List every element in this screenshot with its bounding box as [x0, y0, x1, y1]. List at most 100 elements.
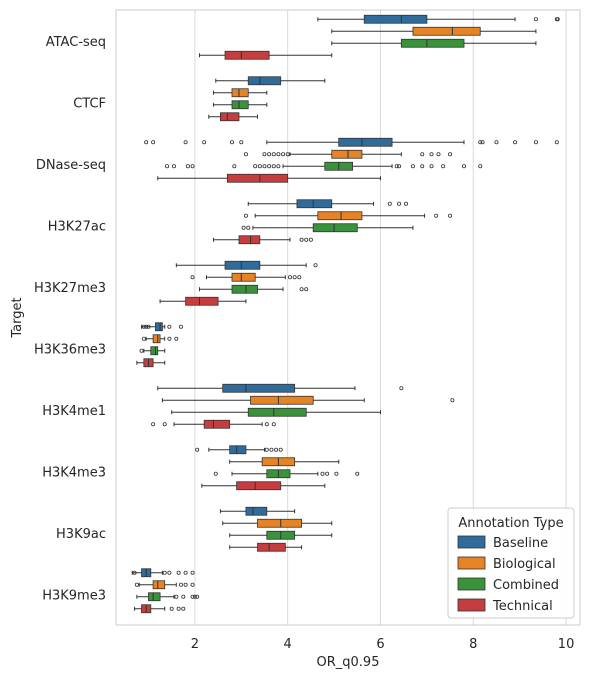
flier-point: [308, 237, 313, 242]
flier-point: [195, 594, 200, 599]
flier-point: [229, 140, 234, 145]
box-iqr: [236, 481, 282, 491]
y-tick-label: CTCF: [73, 96, 106, 111]
flier-point: [325, 471, 330, 476]
flier-point: [271, 164, 276, 169]
x-tick-label: 10: [558, 637, 575, 652]
box-technical: [208, 112, 259, 122]
flier-point: [190, 582, 195, 587]
flier-point: [480, 140, 485, 145]
flier-point: [394, 164, 399, 169]
flier-point: [269, 447, 274, 452]
flier-point: [167, 570, 172, 575]
box-iqr: [250, 395, 314, 405]
flier-point: [243, 213, 248, 218]
flier-point: [264, 447, 269, 452]
x-tick-label: 4: [284, 637, 292, 652]
flier-point: [183, 140, 188, 145]
box-baseline: [317, 14, 560, 24]
box-technical: [134, 604, 186, 614]
box-baseline: [157, 383, 404, 393]
box-iqr: [231, 88, 249, 98]
flier-point: [141, 336, 146, 341]
box-iqr: [231, 100, 249, 110]
flier-point: [399, 386, 404, 391]
flier-point: [276, 164, 281, 169]
box-biological: [212, 88, 268, 98]
flier-point: [262, 152, 267, 157]
y-axis-title: Target: [10, 297, 25, 338]
flier-point: [178, 324, 183, 329]
box-biological: [141, 334, 179, 344]
box-iqr: [152, 334, 161, 344]
box-combined: [199, 284, 309, 294]
flier-point: [246, 225, 251, 230]
legend-label: Technical: [492, 599, 553, 614]
y-tick-label: H3K27me3: [34, 281, 106, 296]
box-combined: [139, 346, 166, 356]
box-biological: [134, 580, 195, 590]
box-iqr: [222, 383, 296, 393]
flier-point: [144, 140, 149, 145]
flier-point: [271, 422, 276, 427]
legend-label: Baseline: [493, 536, 548, 551]
flier-point: [183, 582, 188, 587]
flier-point: [281, 152, 286, 157]
flier-point: [167, 336, 172, 341]
flier-point: [162, 570, 167, 575]
box-iqr: [331, 149, 363, 159]
box-iqr: [257, 518, 302, 528]
flier-point: [450, 398, 455, 403]
box-combined: [136, 592, 200, 602]
flier-point: [181, 606, 186, 611]
flier-point: [257, 164, 262, 169]
flier-point: [151, 140, 156, 145]
flier-point: [429, 152, 434, 157]
box-iqr: [231, 284, 258, 294]
box-iqr: [226, 173, 289, 183]
flier-point: [494, 140, 499, 145]
box-biological: [243, 149, 453, 159]
flier-point: [448, 152, 453, 157]
y-tick-label: H3K4me3: [42, 465, 106, 480]
flier-point: [436, 152, 441, 157]
box-biological: [222, 518, 333, 528]
flier-point: [241, 225, 246, 230]
flier-point: [478, 164, 483, 169]
flier-point: [292, 275, 297, 280]
flier-point: [478, 140, 483, 145]
box-technical: [159, 296, 247, 306]
x-axis-title: OR_q0.95: [317, 655, 380, 670]
flier-point: [434, 213, 439, 218]
box-combined: [171, 407, 381, 417]
flier-point: [397, 164, 402, 169]
legend-box: [447, 507, 575, 619]
legend-swatch: [457, 535, 486, 549]
flier-point: [262, 164, 267, 169]
flier-point: [144, 324, 149, 329]
box-technical: [136, 358, 166, 368]
flier-point: [213, 471, 218, 476]
flier-point: [513, 140, 518, 145]
flier-point: [139, 348, 144, 353]
box-iqr: [203, 419, 231, 429]
box-iqr: [155, 322, 163, 332]
box-baseline: [175, 260, 318, 270]
box-iqr: [312, 223, 358, 233]
box-biological: [161, 395, 455, 405]
flier-point: [387, 201, 392, 206]
flier-point: [176, 606, 181, 611]
flier-point: [232, 164, 237, 169]
flier-point: [167, 324, 172, 329]
box-iqr: [245, 506, 268, 516]
flier-point: [190, 570, 195, 575]
box-combined: [212, 100, 268, 110]
box-combined: [213, 469, 360, 479]
flier-point: [461, 164, 466, 169]
legend-swatch: [457, 577, 486, 591]
flier-point: [146, 324, 151, 329]
legend-label: Combined: [493, 578, 559, 593]
legend-swatch: [457, 598, 486, 612]
box-iqr: [231, 272, 256, 282]
flier-point: [171, 164, 176, 169]
